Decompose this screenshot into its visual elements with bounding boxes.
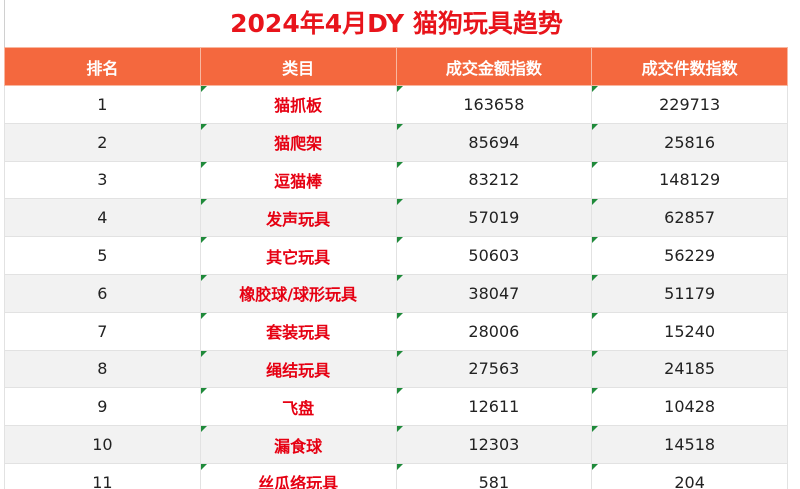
table-row: 11 丝瓜络玩具 581 204 — [4, 462, 788, 489]
category-cell: 猫爬架 — [199, 122, 397, 162]
table-row: 3 逗猫棒 83212 148129 — [4, 160, 788, 200]
table-cell: 8 — [4, 349, 201, 389]
header-row: 排名 类目 成交金额指数 成交件数指数 — [4, 47, 788, 86]
table-cell: 12303 — [395, 425, 593, 464]
table-cell: 15240 — [591, 311, 788, 351]
table-row: 1 猫抓板 163658 229713 — [4, 85, 788, 124]
header-cell: 成交件数指数 — [591, 47, 788, 86]
table-cell: 28006 — [395, 311, 593, 351]
category-cell: 丝瓜络玩具 — [199, 462, 397, 489]
table-cell: 56229 — [591, 236, 788, 275]
table-cell: 25816 — [591, 122, 788, 162]
table-cell: 6 — [4, 273, 201, 313]
table-row: 8 绳结玩具 27563 24185 — [4, 349, 788, 389]
table-cell: 38047 — [395, 273, 593, 313]
table-cell: 85694 — [395, 122, 593, 162]
table-cell: 10 — [4, 425, 201, 464]
table-row: 9 飞盘 12611 10428 — [4, 387, 788, 427]
category-cell: 逗猫棒 — [199, 160, 397, 200]
table-cell: 12611 — [395, 387, 593, 427]
table-cell: 7 — [4, 311, 201, 351]
table-cell: 51179 — [591, 273, 788, 313]
title: 2024年4月DY 猫狗玩具趋势 — [4, 0, 788, 47]
category-cell: 其它玩具 — [199, 236, 397, 275]
table-cell: 50603 — [395, 236, 593, 275]
header-cell: 排名 — [4, 47, 201, 86]
table-cell: 3 — [4, 160, 201, 200]
table-cell: 62857 — [591, 198, 788, 238]
category-cell: 飞盘 — [199, 387, 397, 427]
table-row: 10 漏食球 12303 14518 — [4, 425, 788, 464]
table-cell: 581 — [395, 462, 593, 489]
category-cell: 发声玩具 — [199, 198, 397, 238]
category-cell: 橡胶球/球形玩具 — [199, 273, 397, 313]
table-body: 1 猫抓板 163658 229713 2 猫爬架 85694 25816 3 逗猫棒 83212 1… — [4, 85, 788, 489]
table: 排名 类目 成交金额指数 成交件数指数 1 猫抓板 163658 229713 2 猫爬架 856… — [4, 47, 788, 489]
header-cell: 类目 — [199, 47, 397, 86]
table-cell: 5 — [4, 236, 201, 275]
table-cell: 11 — [4, 462, 201, 489]
table-cell: 148129 — [591, 160, 788, 200]
category-cell: 绳结玩具 — [199, 349, 397, 389]
table-row: 6 橡胶球/球形玩具 38047 51179 — [4, 273, 788, 313]
table-cell: 10428 — [591, 387, 788, 427]
table-cell: 57019 — [395, 198, 593, 238]
category-cell: 漏食球 — [199, 425, 397, 464]
table-cell: 204 — [591, 462, 788, 489]
table-row: 5 其它玩具 50603 56229 — [4, 236, 788, 275]
table-row: 7 套装玩具 28006 15240 — [4, 311, 788, 351]
header-cell: 成交金额指数 — [395, 47, 593, 86]
table-cell: 1 — [4, 85, 201, 124]
table-row: 2 猫爬架 85694 25816 — [4, 122, 788, 162]
table-cell: 9 — [4, 387, 201, 427]
table-cell: 2 — [4, 122, 201, 162]
table-cell: 83212 — [395, 160, 593, 200]
table-cell: 24185 — [591, 349, 788, 389]
category-cell: 猫抓板 — [199, 85, 397, 124]
category-cell: 套装玩具 — [199, 311, 397, 351]
table-cell: 14518 — [591, 425, 788, 464]
table-cell: 163658 — [395, 85, 593, 124]
table-row: 4 发声玩具 57019 62857 — [4, 198, 788, 238]
table-cell: 4 — [4, 198, 201, 238]
table-cell: 27563 — [395, 349, 593, 389]
table-cell: 229713 — [591, 85, 788, 124]
